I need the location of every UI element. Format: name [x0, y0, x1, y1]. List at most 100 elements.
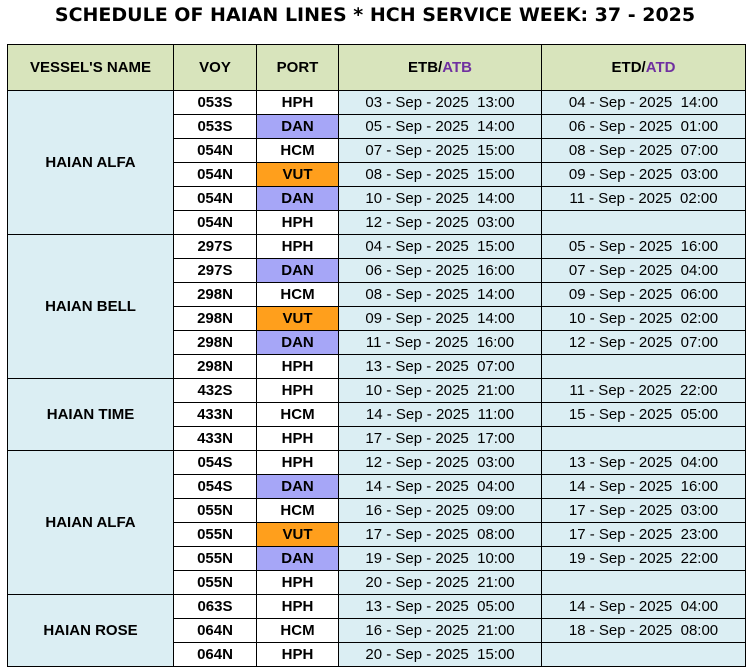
etb-cell: 08 - Sep - 2025 15:00 — [338, 162, 542, 187]
etd-cell: 13 - Sep - 2025 04:00 — [541, 450, 746, 475]
etd-cell: 11 - Sep - 2025 02:00 — [541, 186, 746, 211]
etb-cell: 16 - Sep - 2025 09:00 — [338, 498, 542, 523]
voyage-cell: 055N — [173, 498, 257, 523]
voyage-cell: 054N — [173, 210, 257, 235]
etd-cell: 14 - Sep - 2025 16:00 — [541, 474, 746, 499]
port-cell: HCM — [256, 138, 339, 163]
voyage-cell: 297S — [173, 258, 257, 283]
etb-cell: 10 - Sep - 2025 14:00 — [338, 186, 542, 211]
etb-cell: 09 - Sep - 2025 14:00 — [338, 306, 542, 331]
voyage-cell: 054S — [173, 474, 257, 499]
port-cell: HPH — [256, 234, 339, 259]
vessel-name: HAIAN ALFA — [7, 90, 174, 235]
etb-cell: 13 - Sep - 2025 07:00 — [338, 354, 542, 379]
voyage-cell: 054N — [173, 186, 257, 211]
table-row: 055N VUT 17 - Sep - 2025 08:00 17 - Sep - 2… — [8, 522, 746, 547]
table-row: HAIAN BELL 297S HPH 04 - Sep - 2025 15:00 05… — [7, 234, 746, 379]
etd-cell: 07 - Sep - 2025 04:00 — [541, 258, 746, 283]
etd-cell: 11 - Sep - 2025 22:00 — [541, 378, 746, 403]
voyage-cell: 297S — [173, 234, 257, 259]
voyage-cell: 298N — [173, 330, 257, 355]
etd-cell: 05 - Sep - 2025 16:00 — [541, 234, 746, 259]
table-row: 055N DAN 19 - Sep - 2025 10:00 19 - Sep - 2… — [8, 546, 746, 571]
voyage-cell: 064N — [173, 618, 257, 643]
port-cell: HPH — [256, 450, 339, 475]
header-etb: ETB/ — [408, 59, 443, 76]
port-cell: HCM — [256, 498, 339, 523]
header-row: VESSEL'S NAME VOY PORT ETB/ATB ETD/ATD — [7, 44, 746, 91]
port-cell: DAN — [256, 474, 339, 499]
port-cell: DAN — [256, 258, 339, 283]
etb-cell: 06 - Sep - 2025 16:00 — [338, 258, 542, 283]
port-cell: DAN — [256, 114, 339, 139]
etd-cell: 17 - Sep - 2025 23:00 — [541, 522, 746, 547]
port-cell: HCM — [256, 402, 339, 427]
port-cell: DAN — [256, 186, 339, 211]
table-row: 053S DAN 05 - Sep - 2025 14:00 06 - Sep - 2… — [8, 114, 746, 139]
etd-cell: 04 - Sep - 2025 14:00 — [541, 90, 746, 115]
port-cell: HCM — [256, 618, 339, 643]
table-row: 055N HCM 16 - Sep - 2025 09:00 17 - Sep - 2… — [8, 498, 746, 523]
voyage-cell: 053S — [173, 90, 257, 115]
etd-cell: 10 - Sep - 2025 02:00 — [541, 306, 746, 331]
header-atd: ATD — [645, 59, 676, 76]
schedule-body: HAIAN ALFA 053S HPH 03 - Sep - 2025 13:00 04… — [7, 90, 746, 667]
header-etd: ETD/ — [611, 59, 646, 76]
etd-cell: 18 - Sep - 2025 08:00 — [541, 618, 746, 643]
header-etd-atd: ETD/ATD — [541, 44, 746, 91]
etb-cell: 17 - Sep - 2025 08:00 — [338, 522, 542, 547]
etb-cell: 11 - Sep - 2025 16:00 — [338, 330, 542, 355]
etb-cell: 14 - Sep - 2025 11:00 — [338, 402, 542, 427]
voyage-cell: 054S — [173, 450, 257, 475]
voyage-cell: 298N — [173, 354, 257, 379]
etb-cell: 10 - Sep - 2025 21:00 — [338, 378, 542, 403]
voyage-cell: 063S — [173, 594, 257, 619]
header-port: PORT — [256, 44, 339, 91]
etd-cell: 06 - Sep - 2025 01:00 — [541, 114, 746, 139]
etd-cell: 09 - Sep - 2025 03:00 — [541, 162, 746, 187]
voyage-cell: 433N — [173, 426, 257, 451]
vessel-name: HAIAN BELL — [7, 234, 174, 379]
table-row: 297S DAN 06 - Sep - 2025 16:00 07 - Sep - 2… — [8, 258, 746, 283]
vessel-name: HAIAN TIME — [7, 378, 174, 451]
voyage-cell: 054N — [173, 162, 257, 187]
port-cell: HPH — [256, 570, 339, 595]
port-cell: HPH — [256, 90, 339, 115]
etd-cell: 14 - Sep - 2025 04:00 — [541, 594, 746, 619]
voyage-cell: 433N — [173, 402, 257, 427]
etb-cell: 17 - Sep - 2025 17:00 — [338, 426, 542, 451]
port-cell: DAN — [256, 546, 339, 571]
table-row: HAIAN ROSE 063S HPH 13 - Sep - 2025 05:00 14… — [7, 594, 746, 667]
port-cell: DAN — [256, 330, 339, 355]
table-row: 298N HCM 08 - Sep - 2025 14:00 09 - Sep - 2… — [8, 282, 746, 307]
voyage-cell: 432S — [173, 378, 257, 403]
etb-cell: 07 - Sep - 2025 15:00 — [338, 138, 542, 163]
etb-cell: 14 - Sep - 2025 04:00 — [338, 474, 542, 499]
table-row: HAIAN ALFA 053S HPH 03 - Sep - 2025 13:00 04… — [7, 90, 746, 235]
port-cell: VUT — [256, 162, 339, 187]
table-row: 055N HPH 20 - Sep - 2025 21:00 — [8, 570, 746, 595]
etb-cell: 19 - Sep - 2025 10:00 — [338, 546, 542, 571]
etb-cell: 13 - Sep - 2025 05:00 — [338, 594, 542, 619]
header-etb-atb: ETB/ATB — [338, 44, 542, 91]
voyage-cell: 055N — [173, 570, 257, 595]
table-row: 064N HCM 16 - Sep - 2025 21:00 18 - Sep - 2… — [8, 618, 746, 643]
voyage-cell: 053S — [173, 114, 257, 139]
etb-cell: 05 - Sep - 2025 14:00 — [338, 114, 542, 139]
etb-cell: 12 - Sep - 2025 03:00 — [338, 210, 542, 235]
etb-cell: 04 - Sep - 2025 15:00 — [338, 234, 542, 259]
etd-cell — [541, 354, 746, 379]
port-cell: HCM — [256, 282, 339, 307]
table-row: 054N DAN 10 - Sep - 2025 14:00 11 - Sep - 2… — [8, 186, 746, 211]
header-atb: ATB — [442, 59, 472, 76]
table-row: HAIAN ALFA 054S HPH 12 - Sep - 2025 03:00 13… — [7, 450, 746, 595]
etd-cell: 12 - Sep - 2025 07:00 — [541, 330, 746, 355]
etd-cell — [541, 642, 746, 667]
etd-cell — [541, 210, 746, 235]
etd-cell — [541, 426, 746, 451]
header-voy: VOY — [173, 44, 257, 91]
etb-cell: 08 - Sep - 2025 14:00 — [338, 282, 542, 307]
voyage-cell: 064N — [173, 642, 257, 667]
port-cell: HPH — [256, 426, 339, 451]
port-cell: HPH — [256, 642, 339, 667]
